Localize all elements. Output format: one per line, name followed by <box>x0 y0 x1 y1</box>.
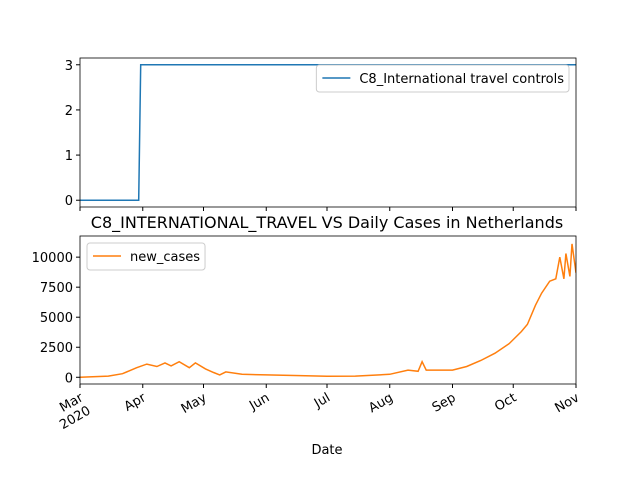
x-tick-label: Aug <box>366 390 395 416</box>
x-tick-label: Nov <box>553 390 583 416</box>
legend-label: C8_International travel controls <box>359 72 564 87</box>
y-tick-label: 7500 <box>40 281 73 296</box>
y-tick-label: 1 <box>65 149 73 164</box>
legend: C8_International travel controls <box>315 64 570 93</box>
chart-title: C8_INTERNATIONAL_TRAVEL VS Daily Cases i… <box>91 213 563 233</box>
legend-frame <box>315 64 570 93</box>
axes-frame <box>79 235 577 385</box>
legend-label: new_cases <box>130 250 200 265</box>
x-axis-label: Date <box>311 443 342 458</box>
legend: new_cases <box>86 242 206 271</box>
y-tick-label: 10000 <box>32 251 73 266</box>
y-tick-label: 0 <box>65 371 73 386</box>
y-tick-label: 5000 <box>40 311 73 326</box>
x-tick-label: Apr <box>122 390 150 415</box>
data-line <box>80 243 576 379</box>
y-tick-label: 2500 <box>40 341 73 356</box>
y-tick-label: 0 <box>65 194 73 209</box>
x-tick-label: May <box>179 390 210 417</box>
y-tick-label: 2 <box>65 104 73 119</box>
x-tick-label: Jun <box>246 390 272 414</box>
x-tick-label: Sep <box>430 390 459 415</box>
x-tick-label: Oct <box>492 390 519 414</box>
y-tick-label: 3 <box>65 59 73 74</box>
legend-frame <box>86 242 206 271</box>
x-tick-label: Mar2020 <box>50 390 94 433</box>
axes-frame <box>79 57 577 208</box>
x-tick-label: Jul <box>311 390 333 411</box>
